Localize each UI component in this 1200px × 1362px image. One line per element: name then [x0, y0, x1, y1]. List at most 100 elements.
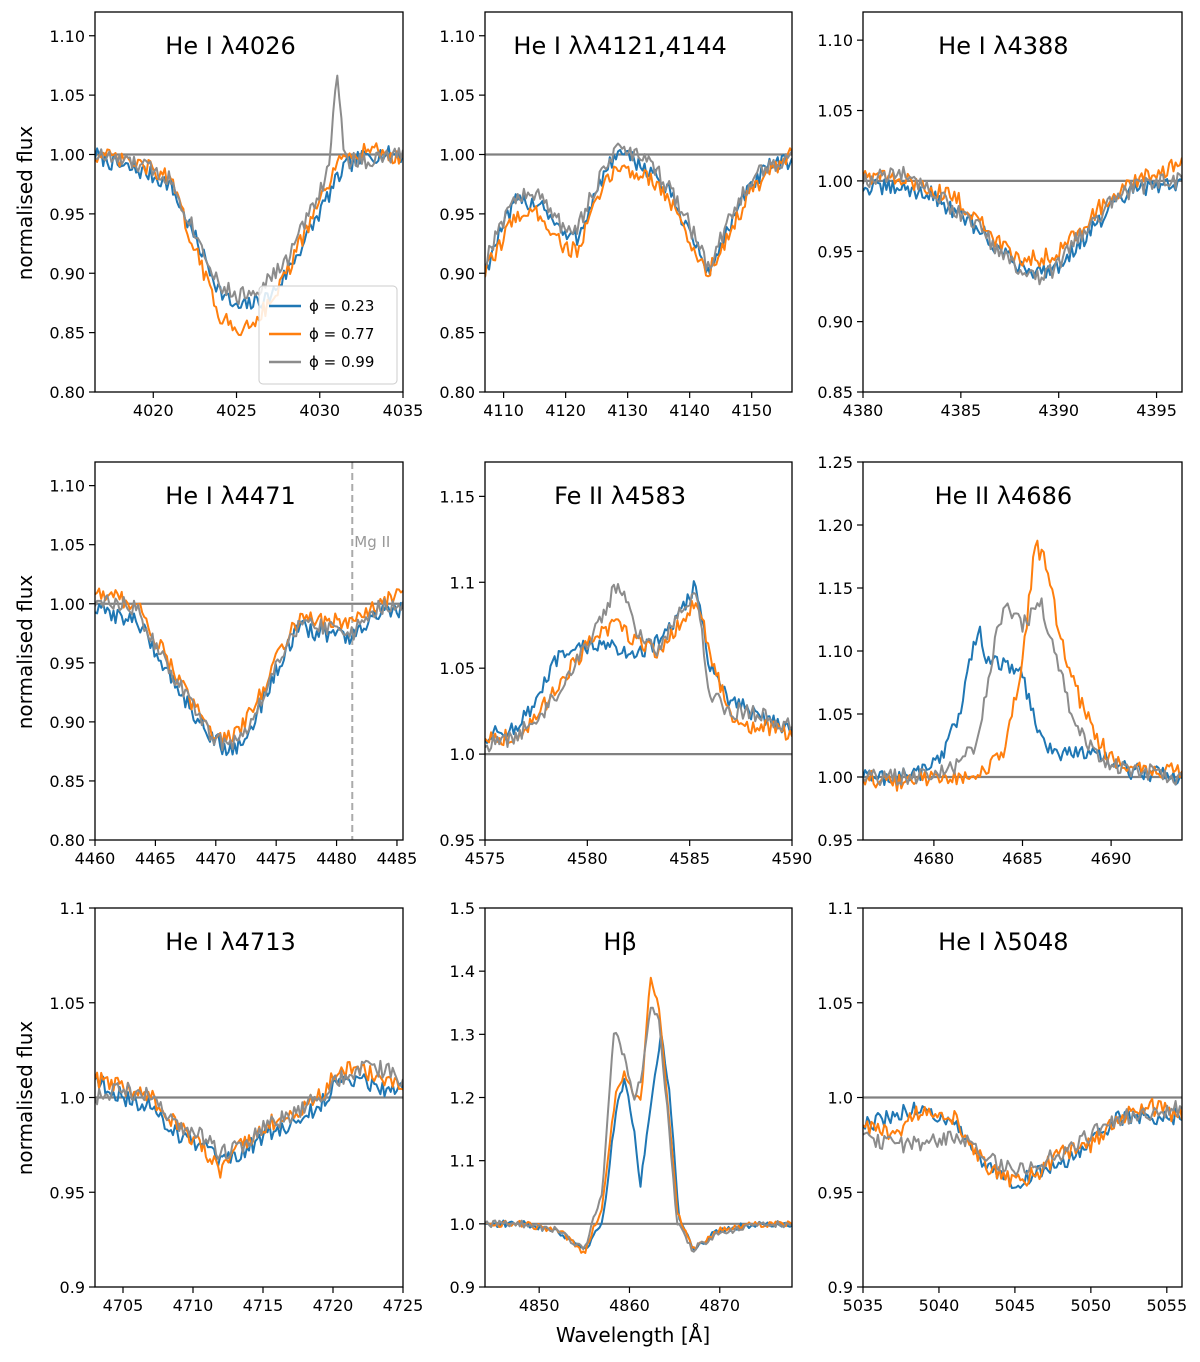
x-tick-label: 4030	[299, 401, 340, 420]
y-tick-label: 0.90	[49, 713, 85, 732]
panel-title: He I λ5048	[938, 928, 1068, 956]
panel-4: Mg II 4460 4465 4470 4475 4480 4485 0.80 0.85 0.9…	[49, 461, 417, 868]
panel-title: He II λ4686	[935, 482, 1073, 510]
x-tick-label: 4395	[1136, 401, 1177, 420]
y-tick-label: 1.05	[439, 659, 475, 678]
series-line-3	[863, 597, 1182, 787]
series-line-2	[485, 147, 792, 278]
x-tick-label: 4140	[669, 401, 710, 420]
x-tick-label: 4465	[135, 849, 176, 868]
panel-title: Fe II λ4583	[554, 482, 686, 510]
panel-title: He I λ4471	[165, 482, 295, 510]
x-tick-label: 5045	[995, 1296, 1036, 1315]
y-tick-label: 0.90	[817, 313, 853, 332]
y-tick-label: 0.9	[450, 1278, 475, 1297]
series-line-2	[863, 539, 1182, 792]
panel-5: 4575 4580 4585 4590 0.95 1.0 1.05 1.1 1.15 Fe II …	[439, 461, 812, 868]
x-axis-label: Wavelength [Å]	[556, 1323, 710, 1347]
y-tick-label: 1.10	[49, 27, 85, 46]
x-tick-label: 4475	[256, 849, 297, 868]
x-tick-label: 4725	[383, 1296, 424, 1315]
panel-1: 4020 4025 4030 4035 0.80 0.85 0.90 0.95 1.00 1.05…	[49, 11, 423, 420]
x-tick-label: 4685	[1002, 849, 1043, 868]
panel-3: 4380 4385 4390 4395 0.85 0.90 0.95 1.00 1.05 1.10…	[817, 11, 1183, 420]
legend-box	[258, 285, 398, 385]
x-tick-label: 4020	[133, 401, 174, 420]
panel-title: He I λλ4121,4144	[513, 32, 726, 60]
y-tick-label: 1.00	[49, 595, 85, 614]
y-tick-label: 1.1	[450, 573, 475, 592]
series-line-3	[485, 142, 792, 271]
x-tick-label: 4480	[316, 849, 357, 868]
y-tick-label: 0.90	[439, 264, 475, 283]
series-line-2	[485, 976, 792, 1254]
x-tick-label: 4710	[173, 1296, 214, 1315]
series-line-3	[95, 594, 403, 752]
series-line-2	[863, 1097, 1182, 1188]
panel-title: He I λ4388	[938, 32, 1068, 60]
y-tick-label: 1.10	[817, 31, 853, 50]
y-tick-label: 1.00	[817, 768, 853, 787]
x-tick-label: 4460	[75, 849, 116, 868]
x-tick-label: 4380	[843, 401, 884, 420]
y-tick-label: 0.80	[49, 831, 85, 850]
y-tick-label: 0.90	[49, 264, 85, 283]
y-tick-label: 1.20	[817, 516, 853, 535]
x-tick-label: 4680	[914, 849, 955, 868]
legend-entry: ϕ = 0.23	[309, 297, 374, 315]
y-tick-label: 0.85	[439, 324, 475, 343]
panel-frame	[94, 11, 404, 393]
x-tick-label: 4860	[609, 1296, 650, 1315]
y-tick-label: 1.0	[450, 1215, 475, 1234]
x-tick-label: 5035	[843, 1296, 884, 1315]
series-line-1	[95, 1073, 403, 1167]
y-tick-label: 0.95	[817, 831, 853, 850]
series-line-3	[863, 165, 1182, 286]
x-tick-label: 4130	[607, 401, 648, 420]
x-tick-label: 4390	[1038, 401, 1079, 420]
y-tick-label: 0.9	[828, 1278, 853, 1297]
y-tick-label: 0.95	[439, 831, 475, 850]
panel-frame	[484, 461, 793, 841]
y-tick-label: 0.85	[49, 772, 85, 791]
x-tick-label: 4705	[103, 1296, 144, 1315]
panel-2: 4110 4120 4130 4140 4150 0.80 0.85 0.90 0.95 1.00…	[439, 11, 793, 420]
series-line-2	[863, 157, 1182, 268]
y-tick-label: 0.95	[49, 1183, 85, 1202]
y-tick-label: 1.4	[450, 962, 475, 981]
series-line-3	[863, 1100, 1182, 1177]
x-tick-label: 4690	[1091, 849, 1132, 868]
x-tick-label: 4720	[313, 1296, 354, 1315]
x-tick-label: 4385	[940, 401, 981, 420]
y-tick-label: 1.05	[49, 86, 85, 105]
y-tick-label: 1.5	[450, 899, 475, 918]
y-tick-label: 0.95	[817, 1183, 853, 1202]
y-tick-label: 1.1	[828, 899, 853, 918]
panel-frame	[94, 461, 404, 841]
panel-title: He I λ4713	[165, 928, 295, 956]
y-tick-label: 1.15	[439, 487, 475, 506]
y-tick-label: 1.15	[817, 579, 853, 598]
x-tick-label: 5040	[919, 1296, 960, 1315]
panels-group: 4020 4025 4030 40350.800.850.900.951.001.05…	[49, 11, 1187, 1315]
panel-6: 4680 4685 4690 0.95 1.00 1.05 1.10 1.15 1.20 1.25…	[817, 453, 1183, 868]
series-line-1	[485, 1031, 792, 1251]
y-tick-label: 1.05	[817, 102, 853, 121]
series-line-3	[95, 74, 403, 305]
legend-entry: ϕ = 0.77	[309, 325, 374, 343]
y-tick-label: 1.1	[450, 1152, 475, 1171]
x-tick-label: 4120	[545, 401, 586, 420]
y-tick-label: 1.25	[817, 453, 853, 472]
y-tick-label: 1.3	[450, 1025, 475, 1044]
x-tick-label: 4110	[483, 401, 524, 420]
series-line-1	[863, 625, 1182, 786]
legend-entry: ϕ = 0.99	[309, 353, 374, 371]
panel-title: Hβ	[603, 928, 636, 956]
y-tick-label: 1.1	[60, 899, 85, 918]
panel-title: He I λ4026	[165, 32, 295, 60]
y-axis-label-row-2: normalised flux	[13, 575, 37, 730]
legend: ϕ = 0.23 ϕ = 0.77 ϕ = 0.99	[258, 285, 398, 385]
y-tick-label: 0.85	[817, 383, 853, 402]
x-tick-label: 4025	[216, 401, 257, 420]
x-tick-label: 4580	[567, 849, 608, 868]
